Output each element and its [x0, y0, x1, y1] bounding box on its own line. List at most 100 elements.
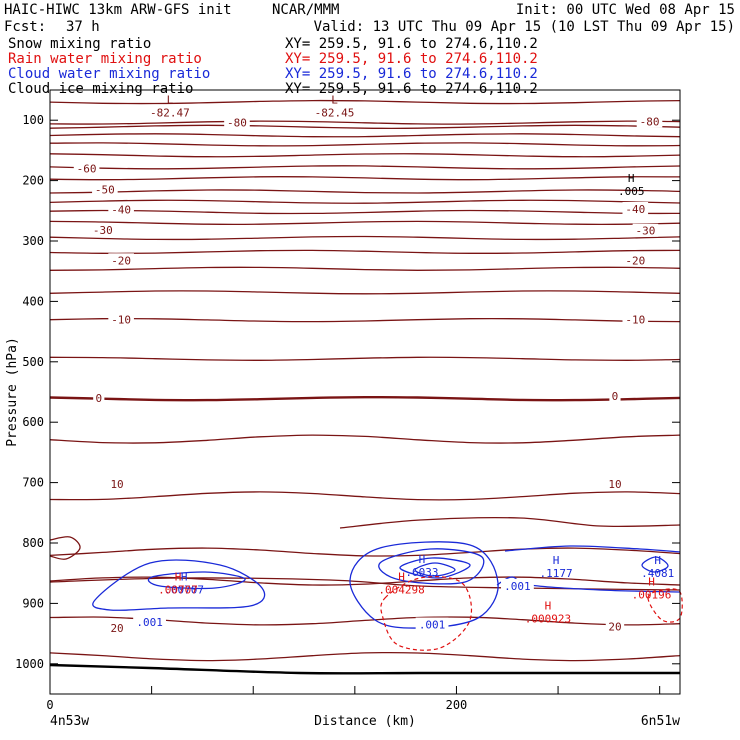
cloud-water-contour — [147, 571, 246, 590]
cloud-water-extremum-value: .00707 — [164, 583, 204, 596]
isotherm-line — [49, 651, 681, 662]
isotherm-line — [49, 395, 681, 402]
cloud-water-label-bg — [501, 578, 534, 592]
isotherm-line — [49, 199, 681, 204]
y-tick-label: 400 — [22, 294, 44, 308]
isotherm-label: -20 — [111, 254, 131, 267]
rain-extremum-marker: H — [648, 575, 655, 588]
rain-extremum-value: .000923 — [525, 612, 571, 625]
rain-water-contour — [380, 576, 473, 651]
init-time: Init: 00 UTC Wed 08 Apr 15 — [516, 2, 735, 18]
isotherm-line — [49, 142, 681, 147]
cloud-water-extremum-value: .4081 — [641, 567, 674, 580]
cloud-water-contour — [399, 557, 471, 579]
isotherm-line — [49, 209, 681, 215]
field-name-snow: Snow mixing ratio — [8, 36, 151, 52]
plot-frame — [49, 89, 681, 695]
cloud-water-label: .001 — [136, 616, 163, 629]
isotherm-label: 20 — [110, 622, 123, 635]
cloud-water-extremum-marker: H — [654, 554, 661, 567]
isotherm-label-bg — [108, 202, 134, 216]
cloud-water-contour — [641, 556, 669, 573]
right-endpoint-label: 6n51w — [641, 714, 680, 729]
rain-extremum-marker: H — [398, 570, 405, 583]
isotherm-label-bg — [73, 161, 100, 175]
isotherm-line — [49, 124, 681, 129]
cloud-water-contour — [504, 545, 681, 553]
isotherm-line — [49, 491, 681, 501]
rain-water-contour — [647, 588, 683, 623]
isotherm-line — [49, 356, 681, 361]
rain-extremum-marker: H — [545, 599, 552, 612]
isotherm-line — [49, 577, 681, 591]
y-tick-label: 200 — [22, 174, 44, 188]
temperature-extremum-value: -82.47 — [150, 106, 190, 119]
cloud-water-contour — [378, 548, 485, 585]
field-xy-cloud-water: XY= 259.5, 91.6 to 274.6,110.2 — [285, 66, 538, 82]
isotherm-line — [49, 176, 681, 181]
temperature-extremum-marker: L — [331, 93, 338, 106]
isotherm-label-bg — [107, 476, 127, 490]
rain-extremum-value: .00707 — [158, 583, 198, 596]
isotherm-label: 10 — [110, 478, 123, 491]
isotherm-label-bg — [90, 223, 116, 237]
y-tick-label: 300 — [22, 234, 44, 248]
isotherm-label: 10 — [608, 478, 621, 491]
isotherm-line — [49, 434, 681, 444]
isotherm-line — [49, 249, 681, 254]
isotherm-label: -40 — [111, 204, 131, 217]
isotherm-line — [49, 536, 81, 560]
isotherm-label-bg — [622, 312, 649, 326]
cloud-water-extremum-value: .1177 — [539, 567, 572, 580]
isotherm-line — [49, 266, 681, 271]
isotherm-line — [49, 317, 681, 323]
isotherm-line — [49, 290, 681, 295]
cloud-water-extremum-value: .6033 — [405, 566, 438, 579]
y-tick-label: 100 — [22, 113, 44, 127]
snow-extremum-marker: H — [628, 172, 635, 185]
y-axis-label: Pressure (hPa) — [5, 337, 20, 447]
contour-labels: -80 -80 -60 -50 -40 -40 -30 -30 -20 -20 -10 -10 0 0 10… — [73, 93, 674, 635]
temperature-isotherms — [49, 99, 681, 675]
isotherm-label-bg — [107, 621, 127, 635]
y-tick-label: 1000 — [15, 657, 44, 671]
y-tick-label: 700 — [22, 476, 44, 490]
isotherm-label-bg — [93, 391, 105, 405]
valid-time: Valid: 13 UTC Thu 09 Apr 15 (10 LST Thu … — [314, 19, 735, 35]
rain-extremum-marker: H — [175, 570, 182, 583]
cloud-water-contour — [92, 559, 266, 611]
isotherm-label-bg — [609, 389, 621, 403]
field-xy-snow: XY= 259.5, 91.6 to 274.6,110.2 — [285, 36, 538, 52]
x-tick-label: 0 — [46, 698, 53, 712]
forecast-hour: 37 h — [66, 19, 100, 35]
isotherm-label-bg — [605, 619, 625, 633]
isotherm-line — [339, 517, 681, 529]
isotherm-line — [49, 576, 681, 586]
isotherm-line — [49, 99, 681, 105]
y-tick-label: 800 — [22, 536, 44, 550]
forecast-label: Fcst: — [4, 19, 46, 35]
isotherm-label-bg — [224, 115, 250, 129]
figure-header: HAIC-HIWC 13km ARW-GFS init NCAR/MMM Ini… — [4, 2, 735, 97]
isotherm-label-bg — [108, 312, 134, 326]
cloud-water-contour — [414, 562, 456, 577]
isotherm-label: -50 — [95, 184, 115, 197]
cloud-water-label-bg — [133, 615, 166, 629]
isotherm-label-bg — [605, 476, 625, 490]
field-xy-cloud-ice: XY= 259.5, 91.6 to 274.6,110.2 — [285, 81, 538, 97]
isotherm-label-bg — [632, 223, 659, 237]
x-tick-label: 200 — [446, 698, 468, 712]
isotherm-label: -60 — [77, 163, 97, 176]
isotherm-line — [49, 120, 681, 125]
isotherm-line — [49, 165, 681, 170]
rain-extremum-value: .00196 — [632, 588, 672, 601]
isotherm-label: -20 — [625, 254, 645, 267]
isotherm-line — [49, 133, 681, 138]
isotherm-label: -10 — [625, 314, 645, 327]
isotherm-line — [49, 547, 681, 557]
isotherm-label: -80 — [640, 115, 660, 128]
cloud-water-label: .001 — [504, 580, 531, 593]
cloud-water-extremum-marker: H — [181, 570, 188, 583]
